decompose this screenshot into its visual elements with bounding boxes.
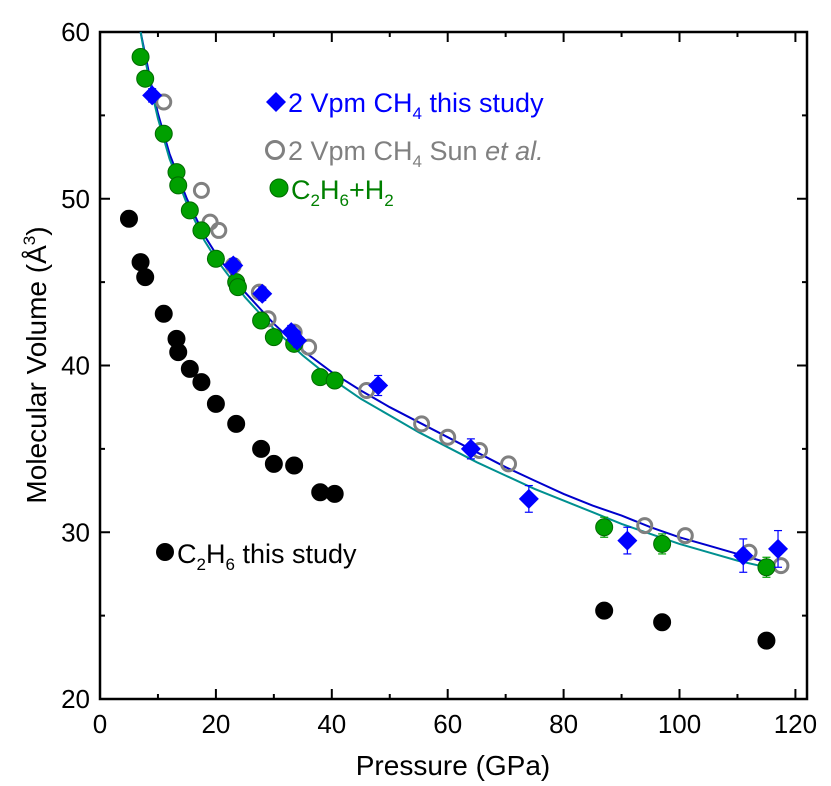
svg-text:C2H6 this study: C2H6 this study <box>177 539 357 574</box>
data-point-c2h6 <box>192 373 211 392</box>
data-points <box>119 48 790 650</box>
data-point-ch4 <box>368 375 389 396</box>
data-point-c2h6-h2 <box>154 124 173 143</box>
data-point-sun <box>210 221 228 239</box>
data-point-c2h6 <box>131 253 150 272</box>
x-tick-label: 120 <box>774 709 817 739</box>
data-point-sun <box>676 527 694 545</box>
data-point-c2h6 <box>252 439 271 458</box>
x-axis-title: Pressure (GPa) <box>356 750 551 781</box>
data-point-ch4 <box>223 255 244 276</box>
data-point-c2h6 <box>285 456 304 475</box>
x-tick-label: 0 <box>93 709 107 739</box>
data-point-c2h6-h2 <box>653 534 672 553</box>
data-point-c2h6-h2 <box>264 328 283 347</box>
data-point-ch4 <box>460 438 481 459</box>
data-point-ch4 <box>252 283 273 304</box>
data-point-c2h6 <box>653 613 672 632</box>
legend-marker-open-circle <box>265 140 285 160</box>
data-point-c2h6 <box>264 454 283 473</box>
data-point-c2h6-h2 <box>180 201 199 220</box>
data-point-c2h6-h2 <box>252 311 271 330</box>
plot-area <box>98 30 809 701</box>
x-tick-label: 80 <box>549 709 578 739</box>
legend-item-ch4: 2 Vpm CH4 this study <box>266 88 544 123</box>
data-point-c2h6 <box>154 304 173 323</box>
x-tick-label: 40 <box>317 709 346 739</box>
data-point-sun <box>413 415 431 433</box>
y-tick-label: 50 <box>61 184 90 214</box>
data-point-c2h6-h2 <box>757 558 776 577</box>
data-point-c2h6-h2 <box>325 371 344 390</box>
data-point-c2h6 <box>180 359 199 378</box>
data-point-ch4 <box>733 545 754 566</box>
data-point-sun <box>439 428 457 446</box>
data-point-c2h6-h2 <box>206 249 225 268</box>
data-point-c2h6-h2 <box>169 176 188 195</box>
x-tick-label: 100 <box>658 709 701 739</box>
data-point-c2h6 <box>757 631 776 650</box>
data-point-c2h6 <box>595 601 614 620</box>
y-axis-title: Molecular Volume (Å3) <box>20 226 52 503</box>
data-point-c2h6 <box>325 484 344 503</box>
legend-marker-diamond <box>266 92 286 112</box>
legend-item-sun: 2 Vpm CH4 Sun et al. <box>265 136 544 171</box>
svg-text:C2H6+H2: C2H6+H2 <box>291 175 394 210</box>
data-point-c2h6-h2 <box>228 278 247 297</box>
legend: 2 Vpm CH4 this study 2 Vpm CH4 Sun et al… <box>156 88 544 574</box>
y-tick-label: 60 <box>61 17 90 47</box>
data-point-sun <box>155 93 173 111</box>
data-point-c2h6-h2 <box>192 221 211 240</box>
legend-marker-black-circle <box>156 543 174 561</box>
data-point-c2h6 <box>136 268 155 287</box>
data-point-ch4 <box>142 85 163 106</box>
data-point-ch4 <box>768 538 789 559</box>
data-point-sun <box>192 181 210 199</box>
svg-text:2 Vpm CH4 this study: 2 Vpm CH4 this study <box>288 88 544 123</box>
data-point-c2h6 <box>206 394 225 413</box>
legend-item-c2h6: C2H6 this study <box>156 539 357 574</box>
x-tick-label: 60 <box>433 709 462 739</box>
data-point-c2h6-h2 <box>131 48 150 67</box>
data-point-c2h6-h2 <box>595 518 614 537</box>
legend-item-c2h6-h2: C2H6+H2 <box>269 175 394 210</box>
data-point-c2h6 <box>227 414 246 433</box>
data-point-c2h6-h2 <box>136 69 155 88</box>
data-point-ch4 <box>287 330 308 351</box>
data-point-c2h6 <box>169 343 188 362</box>
y-tick-label: 40 <box>61 351 90 381</box>
svg-text:2 Vpm CH4 Sun et al.: 2 Vpm CH4 Sun et al. <box>288 136 544 171</box>
data-point-sun <box>636 517 654 535</box>
y-tick-label: 30 <box>61 517 90 547</box>
data-point-ch4 <box>518 488 539 509</box>
y-tick-label: 20 <box>61 684 90 714</box>
data-point-ch4 <box>617 530 638 551</box>
x-tick-label: 20 <box>201 709 230 739</box>
data-point-c2h6 <box>119 209 138 228</box>
data-point-sun <box>500 455 518 473</box>
legend-marker-green-circle <box>269 178 289 198</box>
